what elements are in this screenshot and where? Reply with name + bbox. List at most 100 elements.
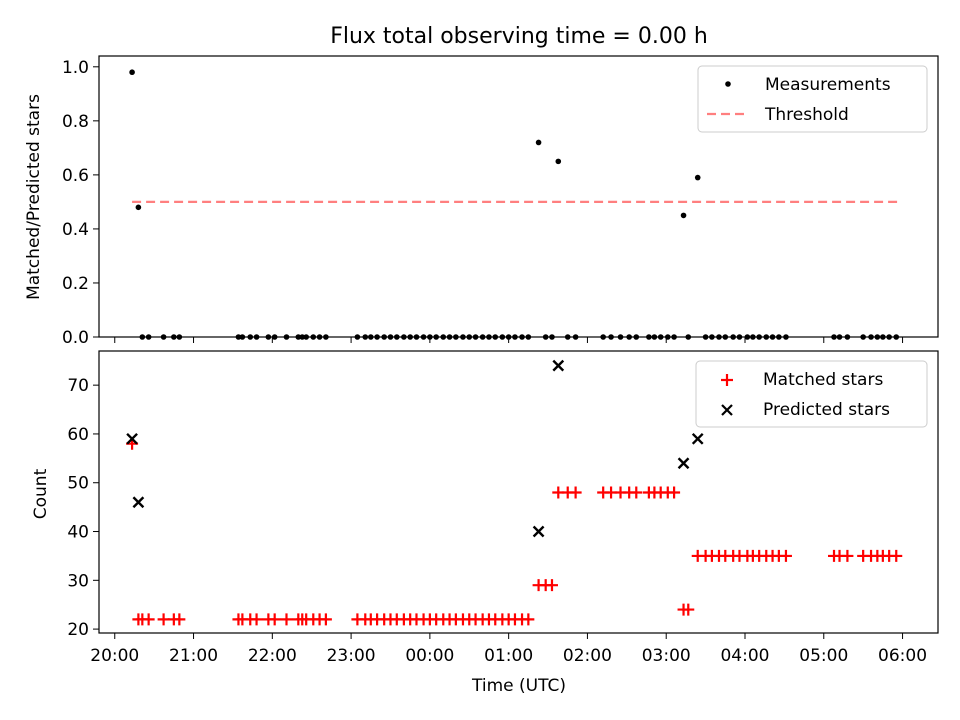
measurement-point	[160, 334, 167, 340]
count-x-tick-label: 04:00	[720, 646, 769, 666]
matched-legend-marker	[721, 374, 733, 386]
count-y-tick-label: 70	[67, 376, 89, 396]
measurement-point	[651, 334, 658, 340]
count-x-tick-label: 01:00	[484, 646, 533, 666]
measurement-point	[763, 334, 770, 340]
measurement-point	[283, 334, 290, 340]
ratio-legend-box	[697, 65, 928, 133]
measurement-point	[868, 334, 874, 340]
predicted-star-point	[552, 359, 565, 372]
matched-star-point	[668, 486, 681, 499]
count-x-tick-label: 22:00	[248, 646, 297, 666]
matched-star-point	[682, 603, 695, 616]
measurement-point	[486, 334, 492, 340]
count-y-axis-label: Count	[31, 468, 51, 519]
count-x-tick-label: 00:00	[405, 646, 454, 666]
count-legend-box	[695, 360, 928, 428]
measurement-point	[135, 204, 142, 211]
measurement-point	[722, 334, 729, 340]
count-y-tick-label: 30	[67, 571, 89, 591]
count-y-tick-label: 40	[67, 523, 89, 543]
measurement-point	[831, 334, 837, 340]
measurement-point	[860, 334, 866, 340]
measurement-point	[401, 334, 407, 340]
measurement-point	[626, 334, 632, 340]
measurement-point	[492, 334, 499, 340]
ratio-y-tick-label: 0.0	[62, 328, 89, 348]
measurement-point	[664, 334, 671, 340]
measurement-point	[657, 334, 664, 340]
matched-star-point	[280, 613, 293, 626]
measurement-point	[512, 334, 518, 340]
matched-star-point	[157, 613, 170, 626]
predicted-star-point	[677, 457, 690, 470]
matched-star-point	[142, 613, 155, 626]
measurement-point	[420, 334, 427, 340]
measurement-point	[709, 334, 715, 340]
matched-star-point	[841, 549, 854, 562]
measurement-point	[572, 334, 579, 340]
measurement-point	[316, 334, 323, 340]
measurement-point	[608, 334, 614, 340]
measurement-point	[440, 334, 447, 340]
measurement-point	[542, 334, 549, 340]
measurement-point	[549, 334, 555, 340]
matched-star-point	[630, 486, 643, 499]
measurement-point	[367, 334, 374, 340]
measurement-point	[769, 334, 776, 340]
count-x-tick-label: 02:00	[563, 646, 612, 666]
measurement-point	[744, 334, 751, 340]
predicted-star-point	[132, 496, 145, 509]
measurement-point	[176, 334, 183, 340]
matched-star-point	[173, 613, 186, 626]
measurement-point	[129, 69, 135, 76]
measurement-point	[247, 334, 254, 340]
measurement-point	[750, 334, 756, 340]
measurement-point	[466, 334, 473, 340]
predicted-legend-marker	[721, 404, 733, 416]
matched-star-point	[319, 613, 332, 626]
measurement-point	[535, 139, 542, 146]
measurement-point	[880, 334, 886, 340]
measurement-point	[299, 334, 306, 340]
measurement-point	[836, 334, 843, 340]
measurement-point	[265, 334, 272, 340]
matched-star-point	[890, 549, 903, 562]
count-x-tick-label: 05:00	[799, 646, 848, 666]
matched-star-point	[268, 613, 281, 626]
count-legend: Matched stars Predicted stars	[695, 360, 928, 428]
measurement-point	[453, 334, 459, 340]
measurement-point	[671, 334, 677, 340]
measurement-point	[310, 334, 317, 340]
ratio-legend: Measurements Threshold	[697, 65, 928, 133]
count-x-tick-label: 20:00	[90, 646, 139, 666]
count-x-tick-label: 23:00	[327, 646, 376, 666]
measurement-point	[171, 334, 177, 340]
ratio-y-ticks: 0.0 0.2 0.4 0.6 0.8 1.0	[62, 58, 99, 348]
measurement-point	[374, 334, 380, 340]
measurement-point	[886, 334, 892, 340]
threshold-legend-label: Threshold	[764, 105, 849, 125]
measurement-point	[499, 334, 506, 340]
measurement-point	[680, 212, 687, 219]
measurement-point	[736, 334, 743, 340]
measurement-point	[844, 334, 851, 340]
measurement-point	[633, 334, 640, 340]
measurement-point	[253, 334, 260, 340]
measurement-point	[446, 334, 453, 340]
predicted-star-point	[691, 432, 704, 445]
measurement-point	[505, 334, 512, 340]
measurement-point	[874, 334, 881, 340]
measurement-point	[617, 334, 624, 340]
measurement-point	[460, 334, 466, 340]
ratio-y-axis-label: Matched/Predicted stars	[24, 94, 44, 300]
measurement-point	[413, 334, 420, 340]
measurement-point	[362, 334, 369, 340]
measurement-point	[555, 158, 562, 165]
measurement-point	[646, 334, 652, 340]
count-y-tick-label: 60	[67, 425, 89, 445]
measurement-point	[564, 334, 571, 340]
measurements-legend-marker	[725, 81, 731, 87]
measurement-point	[694, 174, 701, 181]
measurements-legend-label: Measurements	[765, 75, 891, 95]
